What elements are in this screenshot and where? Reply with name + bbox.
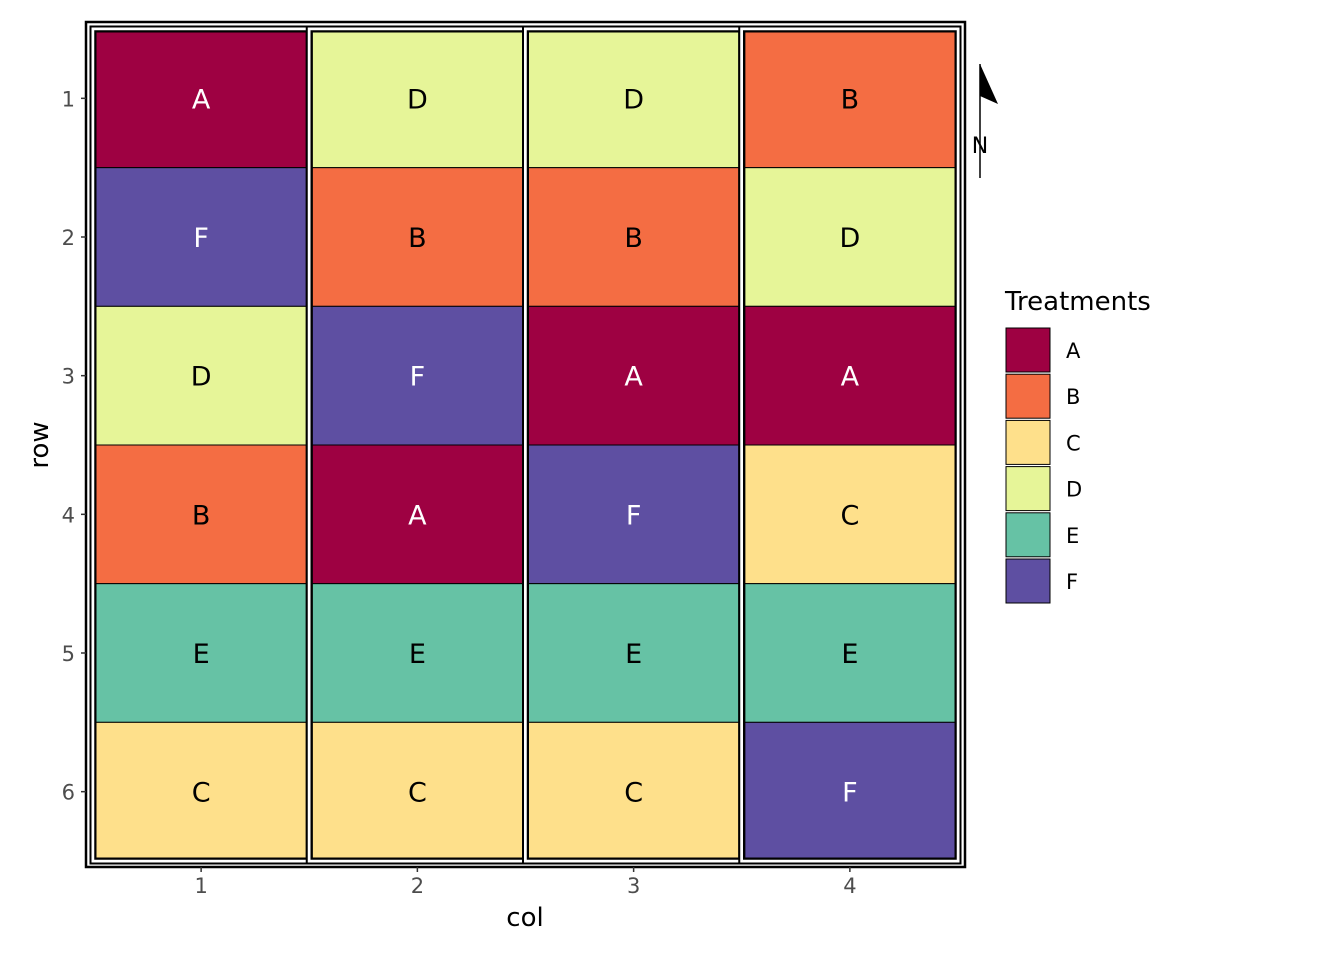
cell-label: F <box>842 778 858 809</box>
x-tick-label: 1 <box>194 874 207 898</box>
cell-label: B <box>624 223 643 254</box>
cell-label: C <box>192 778 211 809</box>
plot-cell <box>92 583 310 723</box>
cell-label: B <box>192 500 211 531</box>
plot-cell <box>525 305 743 446</box>
block-outlines <box>89 25 962 865</box>
plot-cell <box>525 28 743 169</box>
plot-cell <box>308 167 526 307</box>
legend-label: B <box>1066 385 1080 409</box>
block-outline-edge <box>743 30 957 860</box>
legend-swatch <box>1005 419 1051 465</box>
y-tick-label: 1 <box>62 87 75 111</box>
cell-label: C <box>408 778 427 809</box>
cell-label: D <box>623 84 644 115</box>
north-arrow-label: N <box>972 134 988 159</box>
plot-cell <box>92 167 310 307</box>
y-tick-label: 4 <box>62 503 75 527</box>
cell-label: E <box>409 639 426 670</box>
plot-cell <box>741 28 959 169</box>
plot-cell <box>308 28 526 169</box>
cell-label: E <box>841 639 858 670</box>
plot-cell <box>741 583 959 723</box>
plot-cell <box>92 28 310 169</box>
y-tick-label: 6 <box>62 781 75 805</box>
cell-label: E <box>193 639 210 670</box>
plot-cell <box>92 721 310 862</box>
cell-label: D <box>839 223 860 254</box>
x-tick-label: 4 <box>843 874 856 898</box>
plot-cell <box>308 305 526 446</box>
plot-cell <box>92 305 310 446</box>
legend-swatch <box>1005 466 1051 512</box>
y-axis: 1 2 3 4 5 6 <box>62 87 86 805</box>
legend-title: Treatments <box>1004 287 1151 317</box>
cell-label: A <box>408 500 427 531</box>
cell-label: A <box>841 362 860 393</box>
cell-label: B <box>408 223 427 254</box>
cell-label: F <box>410 362 426 393</box>
cell-label: C <box>624 778 643 809</box>
cell-label: F <box>193 223 209 254</box>
x-axis-title: col <box>506 903 543 933</box>
cell-label: D <box>407 84 428 115</box>
plot-cell <box>525 583 743 723</box>
plot-cell <box>308 583 526 723</box>
north-arrow: N <box>972 64 998 178</box>
y-axis-title: row <box>25 421 55 468</box>
plot-cell <box>741 167 959 307</box>
north-arrow-head <box>980 64 998 104</box>
legend-label: A <box>1066 339 1081 363</box>
block-outline-inner <box>740 27 960 863</box>
cell-label: A <box>192 84 211 115</box>
cell-label: B <box>841 84 860 115</box>
x-tick-label: 3 <box>627 874 640 898</box>
legend-label: E <box>1066 524 1079 548</box>
legend-swatch <box>1005 512 1051 558</box>
legend-label: C <box>1066 431 1081 455</box>
cells-layer: A F D B E C D B F A E C D B A F E C B D A C E F <box>92 28 959 862</box>
legend-label: D <box>1066 478 1082 502</box>
plot-cell <box>92 444 310 585</box>
cell-label: D <box>191 362 212 393</box>
legend-label: F <box>1066 570 1078 594</box>
legend-swatch <box>1005 558 1051 604</box>
y-tick-label: 5 <box>62 642 75 666</box>
cell-label: F <box>626 500 642 531</box>
y-tick-label: 2 <box>62 226 75 250</box>
cell-label: A <box>624 362 643 393</box>
plot-cell <box>525 167 743 307</box>
plot-cell <box>308 444 526 585</box>
plot-cell <box>525 444 743 585</box>
cell-label: C <box>840 500 859 531</box>
y-tick-label: 3 <box>62 365 75 389</box>
legend-swatch <box>1005 327 1051 373</box>
legend-swatch <box>1005 373 1051 419</box>
x-tick-label: 2 <box>411 874 424 898</box>
cell-label: E <box>625 639 642 670</box>
x-axis: 1 2 3 4 <box>194 867 857 898</box>
plot-cell <box>525 721 743 862</box>
panel-border <box>84 20 967 869</box>
